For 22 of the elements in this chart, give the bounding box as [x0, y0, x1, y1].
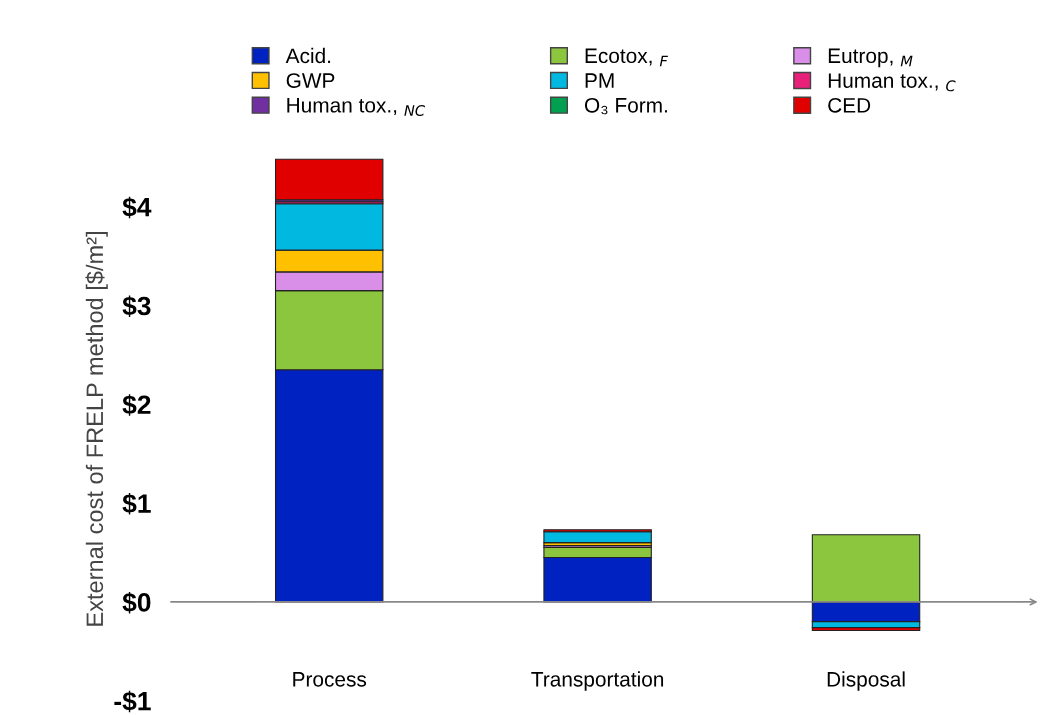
x-tick-label: Transportation [531, 671, 664, 691]
legend-label: GWP [286, 73, 335, 88]
legend-label: Human tox., $_{C}$ [828, 73, 956, 92]
bar [543, 531, 652, 544]
legend-label: O₃ Form. [584, 97, 667, 115]
bar [274, 158, 384, 201]
legend-label: Ecotox, $_{F}$ [585, 48, 668, 67]
y-axis-title: External cost of FRELP method [$/m²] [85, 232, 108, 626]
legend-label: Eutrop, $_{M}$ [828, 48, 913, 68]
y-tick-label: $0 [122, 591, 151, 614]
y-tick-label: -$1 [114, 690, 151, 713]
y-tick-label: $1 [122, 493, 151, 515]
legend-label: Acid. [285, 47, 331, 64]
legend-label: PM [585, 73, 614, 88]
y-tick-label: $4 [122, 196, 152, 219]
legend-label: CED [828, 97, 871, 113]
y-tick-label: $2 [122, 394, 151, 416]
y-tick-label: $3 [122, 295, 151, 318]
x-tick-label: Disposal [827, 671, 905, 691]
bar [811, 534, 921, 603]
x-tick-label: Process [293, 672, 367, 687]
legend-label: Human tox., $_{NC}$ [287, 98, 425, 117]
